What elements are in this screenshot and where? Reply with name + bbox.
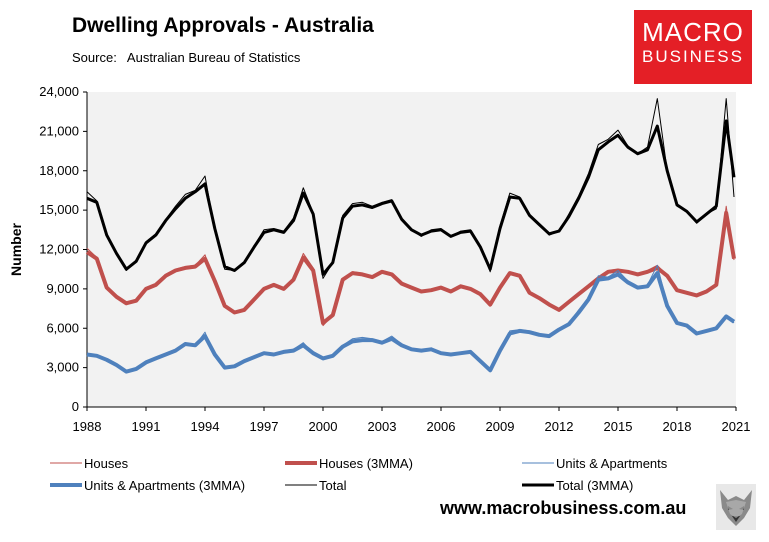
x-tick-label: 1988 <box>73 419 102 434</box>
x-tick-label: 1997 <box>250 419 279 434</box>
legend-label-units-apartments: Units & Apartments <box>556 456 668 471</box>
y-tick-label: 21,000 <box>39 123 79 138</box>
macrobusiness-logo: MACRO BUSINESS <box>634 10 752 84</box>
page-title: Dwelling Approvals - Australia <box>72 14 374 37</box>
x-tick-label: 2012 <box>545 419 574 434</box>
logo-line-1: MACRO <box>642 17 744 47</box>
x-tick-label: 2000 <box>309 419 338 434</box>
legend-label-units-apartments-3mma: Units & Apartments (3MMA) <box>84 478 245 493</box>
logo-line-2: BUSINESS <box>642 47 744 66</box>
website-url[interactable]: www.macrobusiness.com.au <box>440 498 687 518</box>
legend-label-houses: Houses <box>84 456 129 471</box>
wolf-logo-icon <box>716 484 756 530</box>
y-tick-label: 15,000 <box>39 202 79 217</box>
legend-label-total-3mma: Total (3MMA) <box>556 478 633 493</box>
y-tick-label: 0 <box>72 399 79 414</box>
y-axis-label: Number <box>8 223 24 276</box>
x-tick-labels: 1988 1991 1994 1997 2000 2003 2006 2009 2012 2015… <box>73 419 751 434</box>
y-tick-label: 12,000 <box>39 242 79 257</box>
y-tick-label: 6,000 <box>46 320 79 335</box>
x-tick-label: 2003 <box>368 419 397 434</box>
series-line-houses <box>86 205 735 327</box>
y-tick-labels: 0 3,000 6,000 9,000 12,000 15,000 18,000 21,000… <box>39 84 79 414</box>
legend: Houses Houses (3MMA) Units & Apartments Uni… <box>50 456 668 493</box>
legend-label-houses-3mma: Houses (3MMA) <box>319 456 413 471</box>
plot-area <box>87 92 736 407</box>
source-note: Source: Australian Bureau of Statistics <box>72 50 301 65</box>
series-line-units-apartments <box>86 264 735 373</box>
x-tick-label: 2018 <box>663 419 692 434</box>
y-tick-label: 3,000 <box>46 360 79 375</box>
x-tick-label: 2021 <box>722 419 751 434</box>
x-tick-label: 2015 <box>604 419 633 434</box>
x-tick-label: 2009 <box>486 419 515 434</box>
y-tick-label: 24,000 <box>39 84 79 99</box>
axes <box>83 91 737 411</box>
y-tick-label: 9,000 <box>46 281 79 296</box>
y-tick-label: 18,000 <box>39 163 79 178</box>
x-tick-label: 1991 <box>132 419 161 434</box>
series-lines <box>85 98 736 374</box>
legend-label-total: Total <box>319 478 347 493</box>
x-tick-label: 1994 <box>191 419 220 434</box>
series-line-total <box>86 98 735 279</box>
x-tick-label: 2006 <box>427 419 456 434</box>
